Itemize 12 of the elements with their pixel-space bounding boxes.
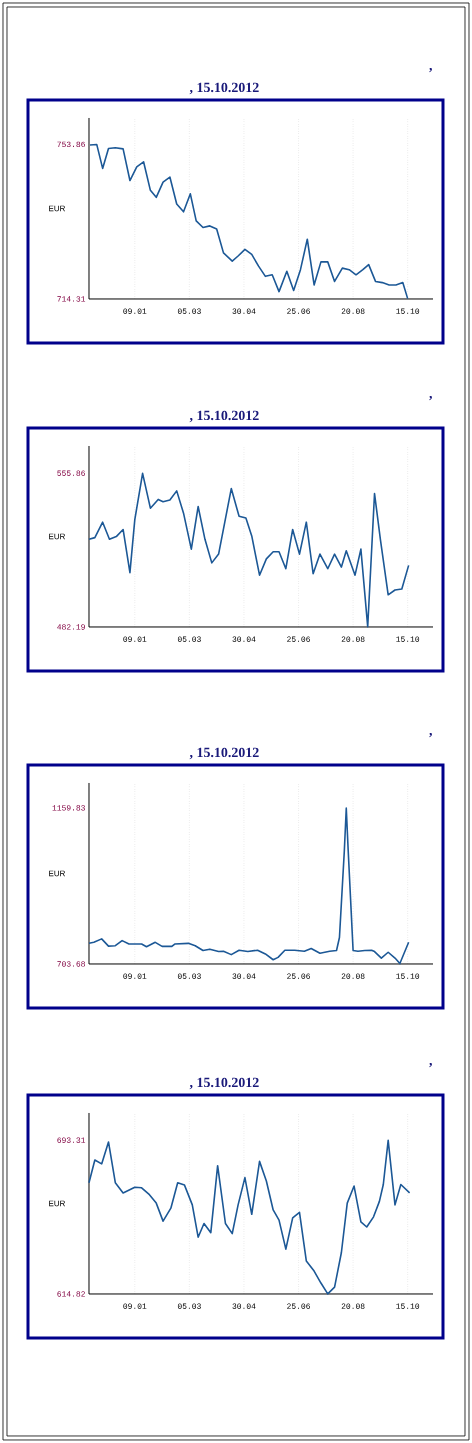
chart-subtitle: , 15.10.2012 (189, 747, 259, 760)
chart-title: , (429, 395, 432, 401)
chart-title: , (429, 67, 432, 73)
line-series (89, 143, 409, 300)
chart-title: , (429, 732, 432, 738)
chart-title: , (429, 1062, 432, 1068)
chart-subtitle: , 15.10.2012 (189, 1077, 259, 1090)
line-series (88, 807, 410, 965)
line-series (88, 472, 410, 628)
chart-subtitle: , 15.10.2012 (189, 410, 259, 423)
chart-subtitle: , 15.10.2012 (189, 82, 259, 95)
line-series (88, 1139, 411, 1295)
